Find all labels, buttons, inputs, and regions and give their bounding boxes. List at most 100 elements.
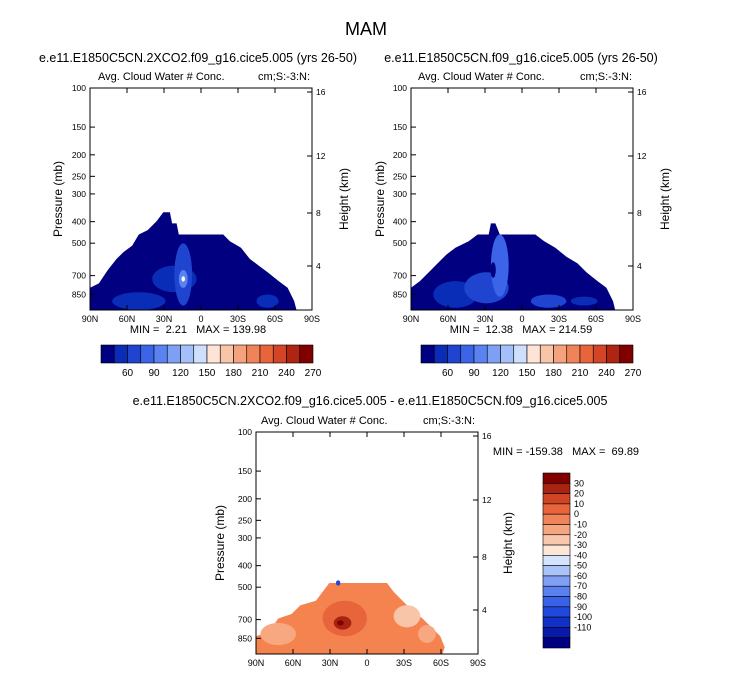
panel-1-title: e.e11.E1850C5CN.2XCO2.f09_g16.cice5.005 … — [39, 51, 357, 65]
colorbar-box — [539, 344, 554, 364]
x-tick-label: 30N — [156, 314, 173, 324]
contour-sh — [256, 294, 279, 308]
colorbar-label: -110 — [574, 622, 591, 632]
colorbar-box — [542, 472, 571, 484]
colorbar-box — [166, 344, 181, 364]
panel-3-colorbar: 3020100-10-20-30-40-50-60-70-80-90-100-1… — [542, 472, 592, 649]
colorbar-box — [579, 344, 594, 364]
x-tick-label: 0 — [519, 314, 524, 324]
colorbar-box — [553, 344, 568, 364]
colorbar-box — [473, 344, 488, 364]
y-tick-right-label: 16 — [482, 431, 492, 441]
contour-light-sh2 — [418, 625, 436, 643]
colorbar-box — [486, 344, 501, 364]
colorbar-label: -40 — [574, 550, 587, 560]
colorbar-box — [542, 503, 571, 515]
x-tick-label: 60N — [440, 314, 457, 324]
x-tick-label: 0 — [364, 658, 369, 668]
colorbar-label: -100 — [574, 612, 592, 622]
y-tick-label: 250 — [393, 171, 407, 181]
colorbar-label: 210 — [572, 368, 589, 379]
x-tick-label: 0 — [198, 314, 203, 324]
colorbar-box — [542, 606, 571, 618]
contour-core — [490, 234, 509, 297]
y-tick-right-label: 4 — [482, 605, 487, 615]
panel-2-subtitle-right: cm;S:-3:N: — [580, 71, 632, 83]
colorbar-box — [246, 344, 261, 364]
contour-max — [181, 276, 186, 282]
y-tick-label: 500 — [393, 238, 407, 248]
panel-2-ylabel-right: Height (km) — [658, 168, 672, 230]
colorbar-label: 240 — [598, 368, 615, 379]
y-tick-label: 850 — [393, 289, 407, 299]
panel-2-axes: 90N 60N 30N 0 30S 60S 90S 100 150 200 250 300 400 500… — [393, 83, 647, 324]
y-tick-label: 250 — [238, 515, 252, 525]
x-tick-label: 30S — [396, 658, 412, 668]
panel-3-subtitle-right: cm;S:-3:N: — [423, 415, 475, 427]
colorbar-label: 60 — [122, 368, 134, 379]
y-tick-right-label: 16 — [637, 87, 647, 97]
panel-1-subtitle-left: Avg. Cloud Water # Conc. — [98, 71, 225, 83]
contour-light-nh — [260, 622, 296, 646]
y-tick-label: 700 — [393, 271, 407, 281]
panel-1-colorbar: 60 90 120 150 180 210 240 270 — [100, 344, 322, 379]
colorbar-label: 270 — [305, 368, 322, 379]
colorbar-box — [447, 344, 462, 364]
contour-low-nh — [112, 292, 166, 310]
colorbar-box — [542, 627, 571, 639]
colorbar-box — [433, 344, 448, 364]
colorbar-box — [542, 565, 571, 577]
panel-2-ylabel: Pressure (mb) — [373, 161, 387, 237]
colorbar-label: -20 — [574, 530, 587, 540]
contour-neg — [335, 580, 341, 586]
colorbar-label: -50 — [574, 561, 587, 571]
colorbar-box — [542, 555, 571, 566]
y-tick-right-label: 4 — [637, 261, 642, 271]
y-tick-label: 250 — [72, 171, 86, 181]
contour-sh2 — [570, 296, 598, 306]
panel-1-axes: 90N 60N 30N 0 30S 60S 90S 100 150 200 250 300 400 500… — [72, 83, 326, 324]
y-tick-label: 300 — [393, 189, 407, 199]
y-tick-label: 700 — [72, 271, 86, 281]
colorbar-label: 90 — [468, 368, 480, 379]
colorbar-box — [259, 344, 274, 364]
y-tick-right-label: 4 — [316, 261, 321, 271]
figure-title: MAM — [345, 19, 387, 39]
x-tick-label: 60S — [433, 658, 449, 668]
panel-2-title: e.e11.E1850C5CN.f09_g16.cice5.005 (yrs 2… — [384, 51, 658, 65]
contour-hole — [490, 262, 496, 278]
colorbar-box — [500, 344, 515, 364]
colorbar-box — [542, 637, 571, 649]
y-tick-label: 200 — [72, 150, 86, 160]
y-tick-label: 150 — [393, 122, 407, 132]
colorbar-label: 150 — [199, 368, 216, 379]
x-tick-label: 90N — [248, 658, 265, 668]
colorbar-box — [272, 344, 287, 364]
y-tick-right-label: 16 — [316, 87, 326, 97]
y-tick-label: 150 — [72, 122, 86, 132]
y-tick-label: 200 — [393, 150, 407, 160]
colorbar-box — [193, 344, 208, 364]
colorbar-label: -80 — [574, 592, 587, 602]
colorbar-box — [113, 344, 128, 364]
panel-3-ylabel: Pressure (mb) — [213, 505, 227, 581]
colorbar-label: 120 — [172, 368, 189, 379]
colorbar-box — [140, 344, 155, 364]
y-tick-label: 700 — [238, 615, 252, 625]
colorbar-label: 150 — [519, 368, 536, 379]
y-tick-right-label: 8 — [637, 208, 642, 218]
panel-3: e.e11.E1850C5CN.2XCO2.f09_g16.cice5.005 … — [133, 394, 640, 668]
y-tick-label: 200 — [238, 494, 252, 504]
colorbar-box — [206, 344, 221, 364]
y-tick-label: 850 — [238, 633, 252, 643]
colorbar-box — [542, 482, 571, 494]
panel-2-stats: MIN = 12.38 MAX = 214.59 — [450, 324, 592, 336]
colorbar-label: -70 — [574, 581, 587, 591]
contour-max — [337, 620, 344, 626]
panel-2-subtitle-left: Avg. Cloud Water # Conc. — [418, 71, 545, 83]
x-tick-label: 30N — [322, 658, 339, 668]
colorbar-box — [127, 344, 142, 364]
colorbar-label: -30 — [574, 540, 587, 550]
panel-3-field — [256, 580, 445, 654]
